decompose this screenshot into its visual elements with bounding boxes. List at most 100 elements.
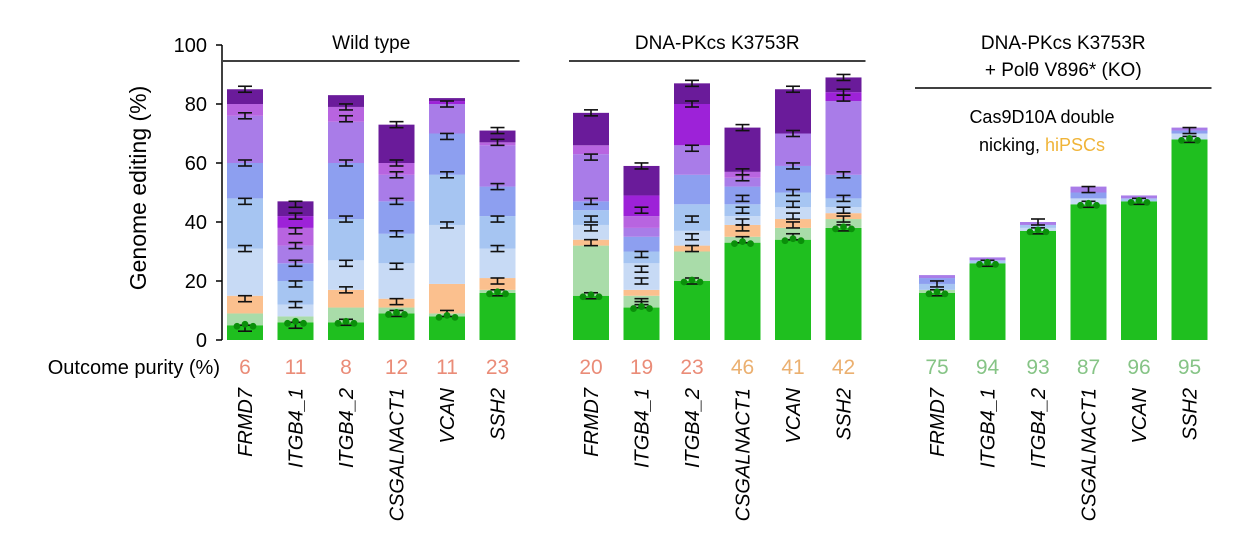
replicate-point	[486, 290, 493, 298]
purity-value-vcan: 96	[1127, 356, 1150, 379]
group-title-line-2: + Polθ V896* (KO)	[985, 60, 1142, 81]
bar-segment-violet	[825, 101, 862, 175]
bar-segment-green	[1020, 230, 1056, 340]
bar-segment-violet	[328, 121, 364, 163]
replicate-point	[1194, 137, 1201, 144]
y-axis-label: Genome editing (%)	[125, 86, 151, 291]
category-label-frmd7: FRMD7	[581, 387, 603, 457]
y-tick-label-0: 0	[196, 330, 207, 352]
replicate-point	[680, 278, 688, 286]
bar-segment-pale_blue	[573, 224, 609, 240]
bar-segment-light_blue	[277, 281, 314, 305]
bar-segment-light_green	[328, 307, 364, 323]
bar-itgb4_1	[277, 200, 314, 340]
replicate-point	[300, 319, 307, 327]
replicate-point	[249, 322, 257, 330]
replicate-point	[451, 314, 459, 321]
replicate-point	[832, 225, 839, 233]
replicate-point	[731, 240, 738, 248]
bar-segment-peach	[227, 295, 263, 314]
replicate-point	[781, 237, 789, 245]
replicate-point	[646, 305, 653, 312]
category-label-frmd7: FRMD7	[927, 387, 949, 457]
bar-group-3: DNA-PKcs K3753R + Polθ V896* (KO) 75 FRMD7 9…	[915, 33, 1212, 521]
group-title: DNA-PKcs K3753R	[981, 33, 1146, 54]
category-label-ssh2: SSH2	[1180, 388, 1202, 440]
replicate-point	[976, 260, 983, 268]
bar-group-1: Wild type 6 FRMD7 11 ITGB4_1 8 ITGB4_2 12 CSGALN…	[223, 33, 520, 521]
bar-segment-violet	[378, 174, 415, 202]
category-label-itgb4_2: ITGB4_2	[1028, 388, 1050, 468]
bar-frmd7	[919, 275, 955, 340]
bar-segment-light_blue	[825, 198, 862, 208]
bar-segment-periwinkle	[227, 163, 263, 199]
bar-segment-dark_purple	[227, 89, 263, 104]
bar-segment-green	[1171, 139, 1208, 340]
replicate-point	[747, 240, 754, 248]
category-label-csgalnact1: CSGALNACT1	[733, 388, 755, 521]
bar-frmd7	[573, 109, 609, 340]
bar-segment-green	[919, 292, 955, 340]
bar-segment-periwinkle	[825, 174, 862, 199]
purity-value-vcan: 41	[781, 356, 804, 379]
bar-segment-light_green	[227, 313, 263, 326]
purity-value-itgb4_2: 93	[1026, 356, 1049, 379]
bar-segment-dark_purple	[775, 89, 811, 134]
bar-segment-pale_blue	[227, 248, 263, 296]
category-label-itgb4_1: ITGB4_1	[978, 388, 1000, 468]
bar-segment-periwinkle	[775, 165, 811, 193]
bar-segment-dark_purple	[328, 95, 364, 107]
bar-segment-periwinkle	[674, 174, 710, 205]
y-tick-label-80: 80	[185, 94, 207, 116]
annotation-line-1: Cas9D10A double	[969, 107, 1114, 127]
bar-segment-purple	[227, 104, 263, 116]
bar-csgalnact1	[724, 123, 761, 340]
bar-itgb4_2	[328, 95, 364, 340]
purity-value-ssh2: 23	[486, 356, 509, 379]
bar-segment-dark_purple	[724, 127, 761, 172]
purity-value-itgb4_2: 8	[340, 356, 352, 379]
category-label-ssh2: SSH2	[834, 388, 856, 440]
replicate-point	[992, 260, 999, 268]
category-label-itgb4_1: ITGB4_1	[286, 388, 308, 468]
replicate-point	[1093, 201, 1100, 209]
bar-segment-green	[969, 263, 1006, 340]
bar-segment-violet	[479, 145, 516, 187]
y-tick-label-40: 40	[185, 212, 207, 234]
replicate-point	[579, 293, 587, 301]
bar-segment-purple	[277, 227, 314, 246]
bar-segment-peach	[623, 289, 660, 296]
category-label-itgb4_1: ITGB4_1	[632, 388, 654, 468]
bar-segment-magenta	[623, 195, 660, 217]
bar-segment-purple	[328, 106, 364, 122]
replicate-point	[789, 235, 797, 243]
replicate-point	[1178, 137, 1185, 144]
purity-value-itgb4_1: 11	[285, 356, 307, 379]
purity-value-ssh2: 42	[832, 356, 855, 379]
bar-segment-violet	[724, 177, 761, 187]
bar-segment-green	[479, 292, 516, 340]
bar-segment-purple	[623, 216, 660, 228]
bar-segment-green	[724, 242, 761, 340]
bar-segment-violet	[227, 115, 263, 163]
bar-segment-peach	[328, 289, 364, 308]
bar-segment-periwinkle	[573, 201, 609, 211]
replicate-point	[638, 303, 645, 310]
bar-segment-light_green	[825, 219, 862, 228]
category-label-itgb4_2: ITGB4_2	[336, 388, 358, 468]
bar-csgalnact1	[1070, 185, 1107, 340]
bar-segment-light_blue	[227, 198, 263, 249]
bar-segment-purple	[573, 145, 609, 155]
bar-segment-dark_purple	[674, 83, 710, 104]
bar-segment-green	[775, 239, 811, 340]
replicate-point	[696, 278, 704, 286]
replicate-point	[797, 237, 805, 245]
purity-value-itgb4_1: 19	[630, 356, 653, 379]
replicate-point	[1127, 198, 1135, 206]
bar-segment-green	[1070, 204, 1107, 340]
bar-itgb4_1	[969, 257, 1006, 340]
bar-segment-dark_purple	[277, 201, 314, 217]
replicate-point	[1026, 228, 1034, 236]
replicate-point	[595, 293, 603, 301]
replicate-point	[1135, 196, 1143, 204]
